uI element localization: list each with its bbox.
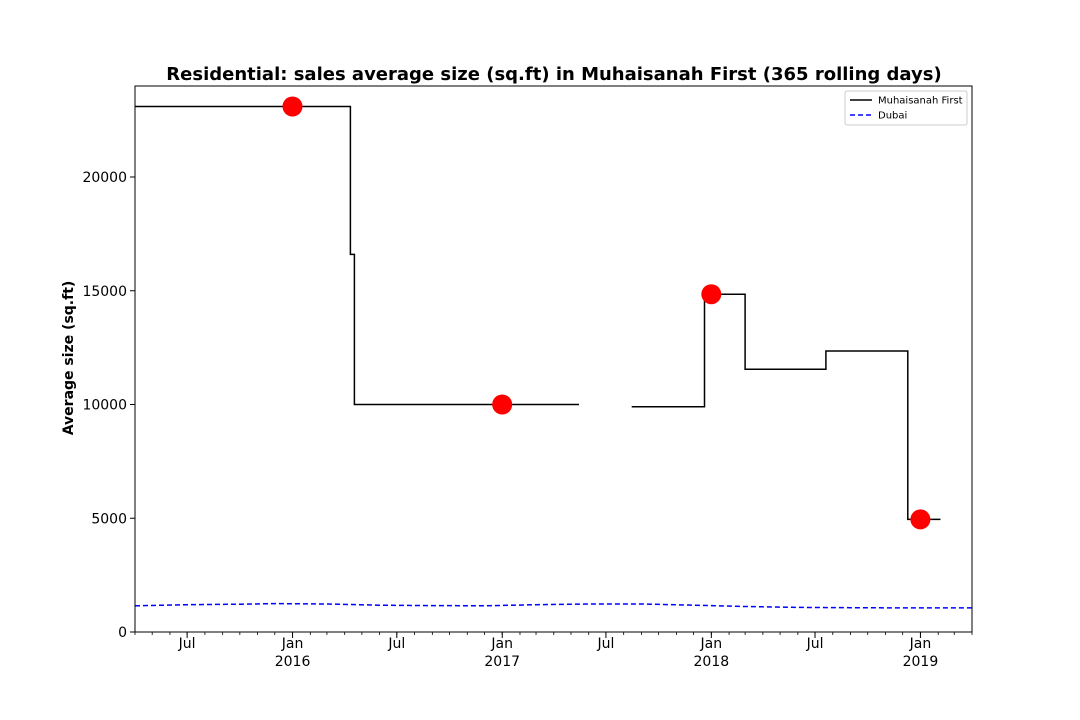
y-tick-label: 20000 (82, 170, 127, 186)
x-tick-year-label: 2016 (275, 654, 311, 670)
plot-content (134, 96, 972, 609)
x-tick-label: Jan (909, 636, 932, 652)
x-tick-label: Jul (178, 636, 196, 652)
series-line-dubai (134, 602, 972, 609)
plot-frame (134, 85, 973, 633)
legend-label-muhaisanah: Muhaisanah First (878, 96, 963, 107)
x-tick-year-label: 2017 (484, 654, 520, 670)
y-tick-label: 0 (118, 625, 127, 641)
legend-box (844, 90, 968, 126)
y-tick-label: 10000 (82, 398, 127, 414)
marker-point-4 (910, 509, 931, 530)
y-axis-label: Average size (sq.ft) (61, 281, 77, 436)
legend: Muhaisanah First Dubai (844, 90, 968, 126)
legend-label-dubai: Dubai (878, 111, 907, 122)
x-tick-year-label: 2019 (903, 654, 939, 670)
chart-title: Residential: sales average size (sq.ft) … (166, 64, 941, 85)
x-axis: Jul Jan 2016 Jul Jan 2017 Jul Jan 2018 Jul Jan 2019 (134, 632, 973, 670)
marker-point-2 (492, 394, 513, 415)
marker-point-3 (701, 284, 722, 305)
series-line-muhaisanah-segment-2 (631, 293, 941, 521)
x-tick-label: Jan (700, 636, 723, 652)
marker-point-1 (282, 96, 303, 117)
x-tick-label: Jul (387, 636, 405, 652)
y-axis: 0 5000 10000 15000 20000 (82, 170, 135, 641)
y-tick-label: 15000 (82, 284, 127, 300)
y-tick-label: 5000 (91, 511, 127, 527)
x-tick-label: Jul (806, 636, 824, 652)
x-tick-label: Jan (490, 636, 513, 652)
series-line-muhaisanah-segment-1 (135, 105, 579, 406)
x-tick-label: Jul (596, 636, 614, 652)
x-tick-year-label: 2018 (694, 654, 730, 670)
x-tick-label: Jan (281, 636, 304, 652)
